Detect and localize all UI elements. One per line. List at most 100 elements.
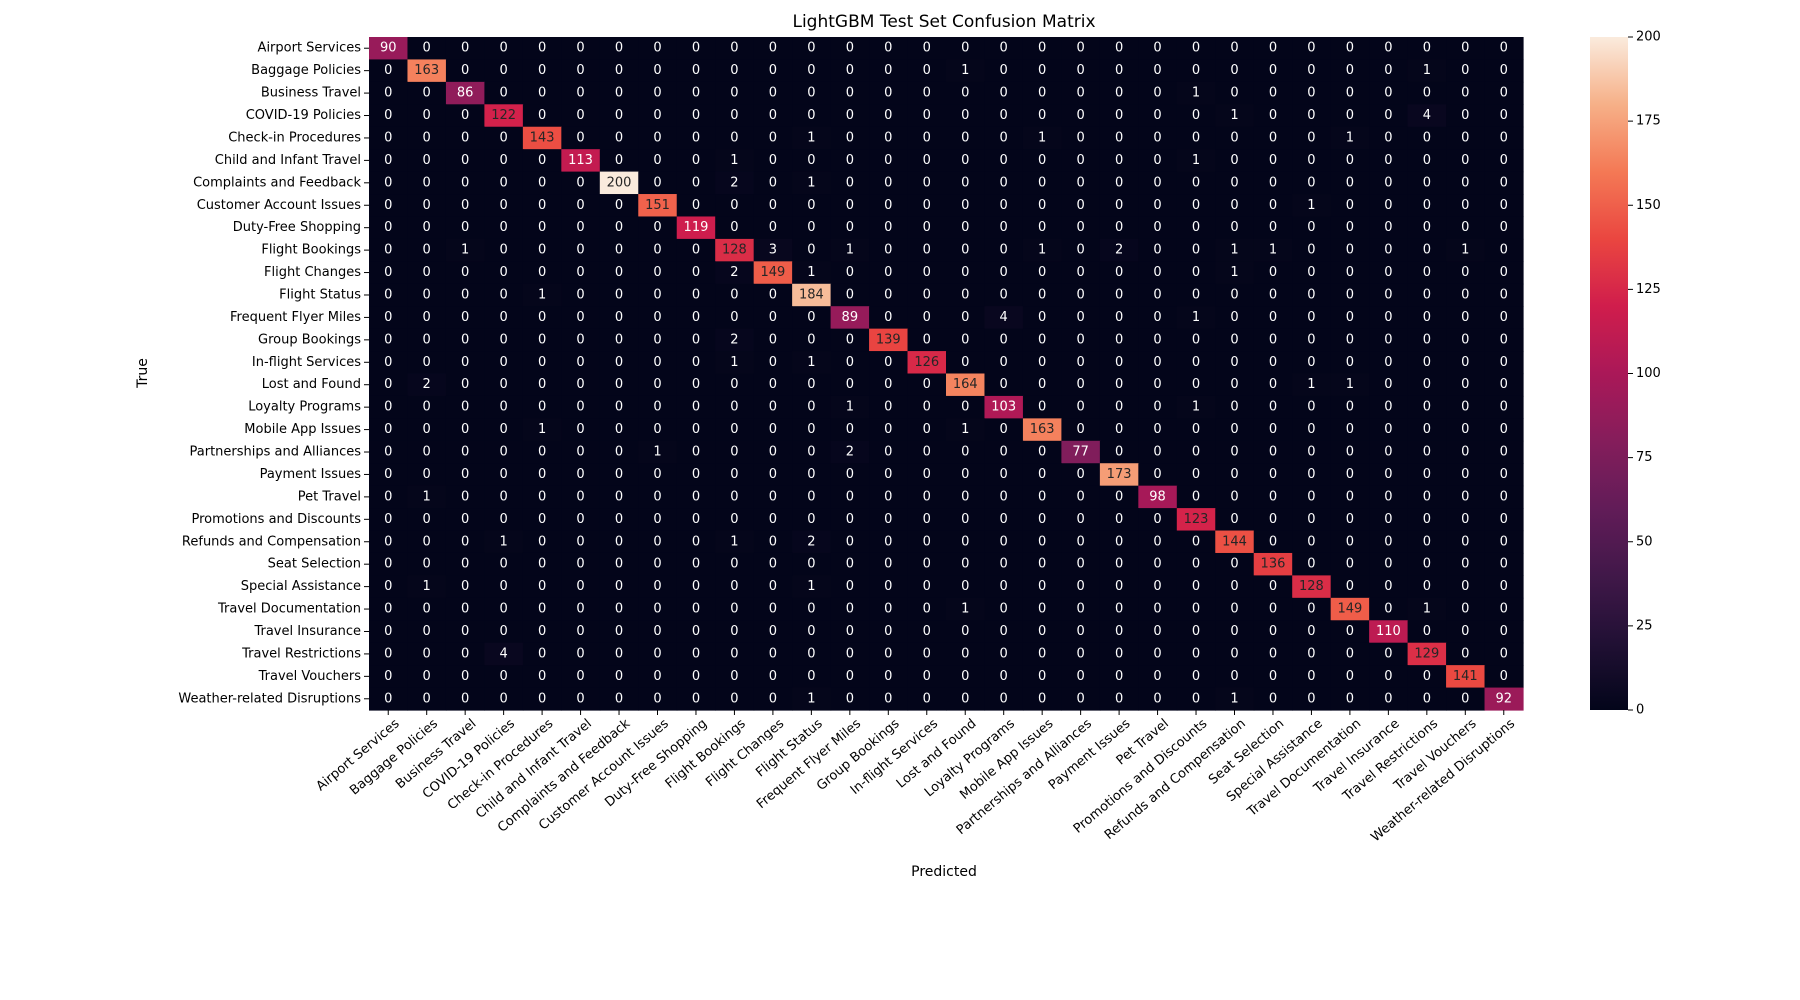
heatmap-cell [984, 171, 1024, 195]
heatmap-cell [1484, 104, 1524, 128]
cell-value-label: 0 [461, 63, 469, 78]
heatmap-cell [753, 463, 793, 487]
heatmap-cell [946, 642, 986, 666]
heatmap-cell [1099, 37, 1139, 61]
cell-value-label: 0 [1346, 669, 1354, 684]
cell-value-label: 0 [1384, 310, 1392, 325]
heatmap-cell [1446, 149, 1486, 173]
heatmap-cell [1253, 552, 1293, 576]
y-tick-label: Business Travel [261, 86, 361, 101]
heatmap-cell [1446, 642, 1486, 666]
cell-value-label: 1 [1230, 108, 1238, 123]
cell-value-label: 0 [884, 669, 892, 684]
heatmap-cell [1253, 104, 1293, 128]
cell-value-label: 0 [769, 602, 777, 617]
heatmap-cell [1215, 171, 1255, 195]
heatmap-cell [369, 597, 409, 621]
heatmap-cell [869, 306, 909, 330]
heatmap-cell [638, 104, 678, 128]
heatmap-cell [445, 328, 485, 352]
heatmap-cell [753, 351, 793, 375]
cell-value-label: 0 [1153, 153, 1161, 168]
cell-value-label: 0 [1384, 489, 1392, 504]
cell-value-label: 0 [884, 108, 892, 123]
heatmap-cell [1176, 37, 1216, 61]
heatmap-cell [369, 194, 409, 218]
heatmap-cell [946, 194, 986, 218]
cell-value-label: 0 [1000, 243, 1008, 258]
cell-value-label: 0 [692, 646, 700, 661]
heatmap-cell [484, 508, 524, 532]
cell-value-label: 0 [846, 108, 854, 123]
cell-value-label: 0 [576, 332, 584, 347]
cell-value-label: 0 [1153, 467, 1161, 482]
cell-value-label: 0 [1346, 41, 1354, 56]
heatmap-cell [869, 665, 909, 689]
cell-value-label: 0 [769, 130, 777, 145]
heatmap-cell [1022, 306, 1062, 330]
heatmap-cell [1330, 665, 1370, 689]
heatmap-cell [869, 171, 909, 195]
cell-value-label: 0 [1000, 41, 1008, 56]
cell-value-label: 0 [923, 108, 931, 123]
heatmap-cell [1215, 552, 1255, 576]
cell-value-label: 0 [423, 243, 431, 258]
cell-value-label: 0 [576, 557, 584, 572]
cell-value-label: 0 [807, 108, 815, 123]
cell-value-label: 0 [1307, 130, 1315, 145]
heatmap-cell [984, 238, 1024, 262]
cell-value-label: 0 [1192, 377, 1200, 392]
heatmap-cell [869, 59, 909, 83]
cell-value-label: 0 [423, 355, 431, 370]
heatmap-cell [1176, 328, 1216, 352]
cell-value-label: 0 [1307, 86, 1315, 101]
heatmap-cell [792, 418, 832, 442]
cell-value-label: 0 [1115, 332, 1123, 347]
cell-value-label: 0 [461, 467, 469, 482]
heatmap-cell [561, 104, 601, 128]
cell-value-label: 0 [1346, 108, 1354, 123]
cell-value-label: 0 [461, 377, 469, 392]
heatmap-cell [753, 261, 793, 285]
cell-value-label: 0 [1423, 198, 1431, 213]
cell-value-label: 139 [876, 332, 901, 347]
cell-value-label: 0 [384, 377, 392, 392]
cell-value-label: 0 [884, 198, 892, 213]
heatmap-cell [1099, 665, 1139, 689]
heatmap-cell [1022, 552, 1062, 576]
cell-value-label: 0 [615, 355, 623, 370]
heatmap-cell [1369, 485, 1409, 509]
y-tick-label: Travel Documentation [217, 602, 361, 617]
heatmap-cell [1099, 171, 1139, 195]
heatmap-cell [599, 81, 639, 105]
y-tick-label: Travel Insurance [253, 624, 361, 639]
heatmap-cell [676, 194, 716, 218]
cell-value-label: 0 [1384, 579, 1392, 594]
cell-value-label: 0 [1230, 400, 1238, 415]
cell-value-label: 0 [1076, 41, 1084, 56]
cell-value-label: 0 [615, 534, 623, 549]
cell-value-label: 0 [884, 287, 892, 302]
heatmap-cell [522, 395, 562, 419]
heatmap-cell [869, 597, 909, 621]
cell-value-label: 0 [384, 130, 392, 145]
cell-value-label: 0 [730, 467, 738, 482]
cell-value-label: 0 [1000, 220, 1008, 235]
heatmap-cell [522, 171, 562, 195]
heatmap-cell [1176, 485, 1216, 509]
heatmap-cell [1292, 194, 1332, 218]
cell-value-label: 0 [769, 579, 777, 594]
cell-value-label: 0 [730, 198, 738, 213]
cell-value-label: 0 [1346, 467, 1354, 482]
cell-value-label: 1 [423, 489, 431, 504]
heatmap-cell [984, 351, 1024, 375]
cell-value-label: 0 [576, 108, 584, 123]
heatmap-cell [1253, 283, 1293, 307]
cell-value-label: 0 [1384, 691, 1392, 706]
cell-value-label: 0 [384, 287, 392, 302]
cell-value-label: 0 [1000, 265, 1008, 280]
heatmap-cell [599, 126, 639, 150]
cell-value-label: 0 [923, 467, 931, 482]
heatmap-cell [792, 351, 832, 375]
heatmap-cell [1176, 508, 1216, 532]
